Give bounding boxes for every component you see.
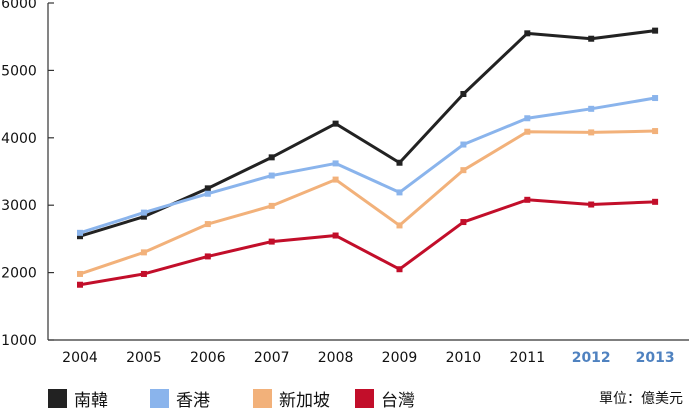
series-line <box>79 198 656 287</box>
legend-item-singapore[interactable]: 新加坡 <box>253 384 330 412</box>
y-tick-label: 5000 <box>1 63 37 79</box>
y-tick-label: 2000 <box>1 266 37 282</box>
data-point <box>524 115 531 122</box>
x-tick-label: 2010 <box>446 350 482 366</box>
data-point <box>588 129 595 136</box>
data-point <box>396 266 403 273</box>
data-point <box>204 253 211 260</box>
data-point <box>332 176 339 183</box>
data-point <box>332 160 339 167</box>
data-point <box>460 219 467 226</box>
unit-note: 單位：億美元 <box>599 391 683 407</box>
y-tick-label: 3000 <box>1 198 37 214</box>
data-point <box>77 270 83 277</box>
y-tick-label: 6000 <box>1 0 37 12</box>
data-point <box>268 172 275 179</box>
x-tick-label: 2008 <box>318 350 354 366</box>
data-point <box>77 229 83 236</box>
legend-label: 台灣 <box>381 390 415 411</box>
data-point <box>396 189 403 196</box>
data-point <box>268 154 275 161</box>
data-point <box>524 196 531 203</box>
x-axis-ticks: 2004 2005 2006 2007 2008 2009 2010 2011 2012 2013 <box>62 350 674 366</box>
data-point <box>588 35 595 42</box>
data-point <box>204 185 211 192</box>
data-point <box>140 249 147 256</box>
x-tick-label: 2006 <box>190 350 226 366</box>
legend-item-south-korea[interactable]: 南韓 <box>48 384 108 412</box>
data-point <box>268 202 275 209</box>
data-point <box>460 167 467 174</box>
chart-axes <box>47 3 689 341</box>
data-point <box>268 238 275 245</box>
legend: 南韓 香港 新加坡 台灣 <box>0 384 689 412</box>
legend-label: 香港 <box>176 390 210 411</box>
data-point <box>204 221 211 228</box>
y-tick-label: 1000 <box>1 333 37 349</box>
x-tick-label: 2009 <box>382 350 418 366</box>
legend-swatch <box>253 388 272 408</box>
data-point <box>140 213 147 220</box>
series-line <box>79 96 656 235</box>
y-tick-label: 4000 <box>1 131 37 147</box>
legend-swatch <box>355 388 374 408</box>
data-point <box>396 222 403 229</box>
data-point <box>652 95 659 102</box>
series-line <box>79 129 656 276</box>
legend-item-hong-kong[interactable]: 香港 <box>150 384 210 412</box>
legend-swatch <box>48 388 67 408</box>
data-point <box>588 201 595 208</box>
data-point <box>396 159 403 166</box>
data-point <box>652 198 659 205</box>
x-tick-label: 2013 <box>636 350 675 366</box>
x-tick-label: 2005 <box>126 350 162 366</box>
data-point <box>77 281 83 288</box>
data-point <box>524 30 531 37</box>
series-group <box>77 27 659 288</box>
legend-label: 南韓 <box>74 390 108 411</box>
legend-label: 新加坡 <box>279 390 330 411</box>
x-tick-label: 2011 <box>509 350 545 366</box>
data-point <box>588 105 595 112</box>
data-point <box>652 128 659 135</box>
data-point <box>140 209 147 216</box>
data-point <box>332 120 339 127</box>
x-tick-label: 2012 <box>572 350 611 366</box>
data-point <box>332 232 339 239</box>
x-tick-label: 2007 <box>254 350 290 366</box>
y-axis-ticks: 1000 2000 3000 4000 5000 6000 <box>1 0 54 349</box>
data-point <box>460 141 467 148</box>
data-point <box>77 233 83 240</box>
data-point <box>140 270 147 277</box>
x-tick-label: 2004 <box>62 350 98 366</box>
data-point <box>652 27 659 34</box>
data-point <box>204 190 211 197</box>
data-point <box>524 128 531 135</box>
data-point <box>460 90 467 97</box>
legend-swatch <box>150 388 169 408</box>
legend-item-taiwan[interactable]: 台灣 <box>355 384 415 412</box>
